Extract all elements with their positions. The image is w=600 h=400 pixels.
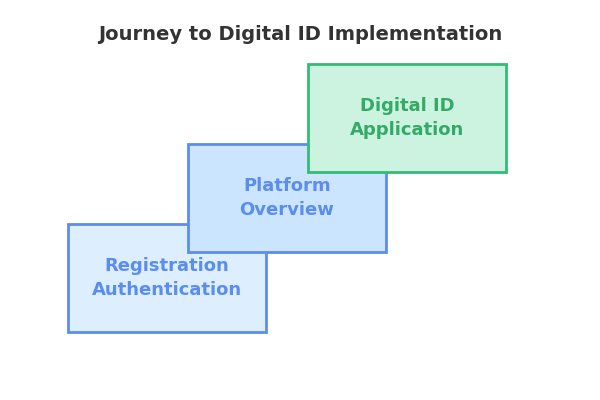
- Text: Platform
Overview: Platform Overview: [239, 177, 334, 219]
- FancyBboxPatch shape: [68, 224, 266, 332]
- Text: Registration
Authentication: Registration Authentication: [92, 257, 242, 299]
- FancyBboxPatch shape: [188, 144, 386, 252]
- Text: Journey to Digital ID Implementation: Journey to Digital ID Implementation: [98, 25, 502, 44]
- FancyBboxPatch shape: [308, 64, 506, 172]
- Text: Digital ID
Application: Digital ID Application: [350, 97, 464, 139]
